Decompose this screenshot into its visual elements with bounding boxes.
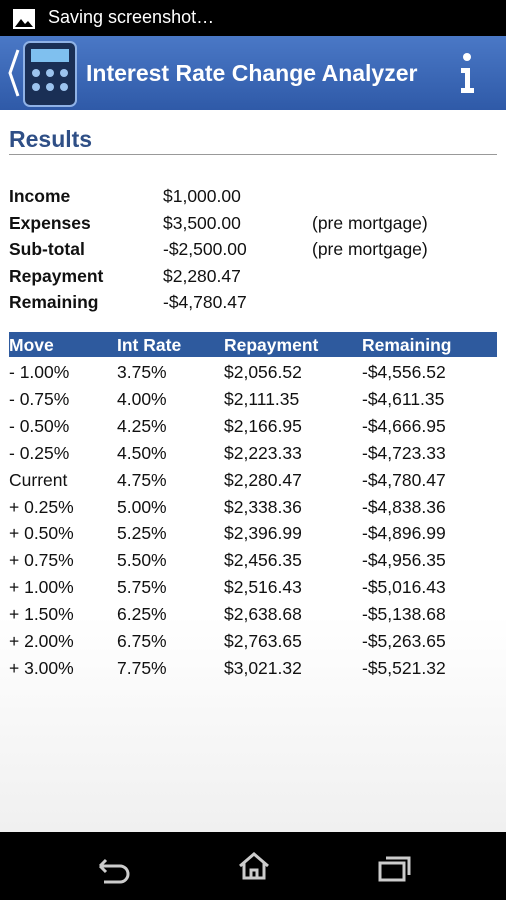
table-row: + 0.50% 5.25% $2,396.99 -$4,896.99 [0, 520, 506, 546]
summary-row: Income $1,000.00 [0, 183, 506, 209]
table-cell: - 1.00% [9, 362, 70, 382]
summary-label: Income [9, 186, 71, 206]
summary-value: $3,500.00 [163, 212, 241, 233]
summary-note: (pre mortgage) [312, 239, 428, 259]
summary-row: Expenses $3,500.00 (pre mortgage) [0, 210, 506, 236]
table-cell: 4.00% [117, 388, 167, 409]
table-cell: $2,166.95 [224, 415, 302, 436]
table-cell: + 0.25% [9, 496, 74, 517]
nav-bar [0, 832, 506, 900]
table-cell: 6.25% [117, 604, 167, 625]
summary-row: Repayment $2,280.47 [0, 263, 506, 289]
table-cell: $2,280.47 [224, 469, 302, 490]
table-cell: 5.25% [117, 523, 167, 544]
table-cell: 4.50% [117, 442, 167, 463]
table-cell: 6.75% [117, 631, 167, 651]
table-row: + 0.75% 5.50% $2,456.35 -$4,956.35 [0, 547, 506, 573]
summary-label: Remaining [9, 292, 99, 312]
table-cell: 3.75% [117, 362, 167, 382]
table-cell: 4.25% [117, 415, 167, 436]
table-cell: Current [9, 469, 68, 490]
recents-button[interactable] [378, 856, 411, 882]
table-cell: + 0.50% [9, 523, 74, 544]
table-cell: 5.50% [117, 550, 167, 571]
table-row: + 1.50% 6.25% $2,638.68 -$5,138.68 [0, 601, 506, 627]
gallery-icon [13, 9, 35, 29]
status-bar: Saving screenshot… [0, 0, 506, 36]
summary-value: -$4,780.47 [163, 292, 247, 312]
table-cell: + 2.00% [9, 631, 74, 651]
table-cell: $2,111.35 [224, 388, 300, 409]
table-cell: + 1.00% [9, 577, 74, 598]
column-header: Move [9, 335, 54, 355]
table-row: Current 4.75% $2,280.47 -$4,780.47 [0, 467, 506, 493]
table-header: Move Int Rate Repayment Remaining [9, 332, 497, 357]
column-header: Remaining [362, 335, 452, 355]
results-heading: Results [9, 126, 93, 152]
divider [9, 154, 497, 155]
table-row: - 0.75% 4.00% $2,111.35 -$4,611.35 [0, 386, 506, 412]
table-cell: $2,223.33 [224, 442, 302, 463]
summary-value: $1,000.00 [163, 186, 241, 206]
summary-value: -$2,500.00 [163, 239, 247, 259]
table-row: - 0.25% 4.50% $2,223.33 -$4,723.33 [0, 440, 506, 466]
summary-row: Remaining -$4,780.47 [0, 289, 506, 315]
home-button[interactable] [239, 852, 269, 880]
table-cell: -$4,896.99 [362, 523, 446, 544]
table-cell: -$4,611.35 [362, 388, 445, 409]
table-cell: -$5,521.32 [362, 657, 446, 678]
summary-value: $2,280.47 [163, 265, 241, 286]
table-cell: - 0.75% [9, 388, 70, 409]
table-row: + 1.00% 5.75% $2,516.43 -$5,016.43 [0, 574, 506, 600]
summary-row: Sub-total -$2,500.00 (pre mortgage) [0, 236, 506, 262]
table-cell: $2,456.35 [224, 550, 302, 571]
info-button[interactable] [456, 50, 480, 100]
summary-label: Expenses [9, 212, 91, 233]
table-row: + 3.00% 7.75% $3,021.32 -$5,521.32 [0, 655, 506, 681]
table-cell: -$4,666.95 [362, 415, 446, 436]
column-header: Int Rate [117, 335, 182, 355]
table-cell: -$4,556.52 [362, 362, 446, 382]
table-cell: $2,396.99 [224, 523, 302, 544]
table-cell: $2,638.68 [224, 604, 302, 625]
table-cell: 5.75% [117, 577, 167, 598]
app-bar: Interest Rate Change Analyzer [0, 36, 506, 110]
content: Results Move Int Rate Repayment Remaining I… [0, 110, 506, 832]
table-row: - 1.00% 3.75% $2,056.52 -$4,556.52 [0, 359, 506, 385]
app-title: Interest Rate Change Analyzer [86, 60, 418, 86]
table-cell: -$4,956.35 [362, 550, 446, 571]
table-row: + 0.25% 5.00% $2,338.36 -$4,838.36 [0, 494, 506, 520]
column-header: Repayment [224, 335, 319, 355]
back-button[interactable] [98, 858, 130, 884]
table-cell: -$5,138.68 [362, 604, 446, 625]
table-row: + 2.00% 6.75% $2,763.65 -$5,263.65 [0, 628, 506, 654]
table-cell: 4.75% [117, 469, 167, 490]
table-row: - 0.50% 4.25% $2,166.95 -$4,666.95 [0, 413, 506, 439]
table-cell: -$4,780.47 [362, 469, 446, 490]
table-cell: 5.00% [117, 496, 167, 517]
table-cell: -$4,838.36 [362, 496, 446, 517]
summary-note: (pre mortgage) [312, 212, 428, 233]
table-cell: -$5,016.43 [362, 577, 446, 598]
table-cell: $2,056.52 [224, 362, 302, 382]
table-cell: + 0.75% [9, 550, 74, 571]
app-icon[interactable] [0, 36, 80, 110]
table-cell: $3,021.32 [224, 657, 302, 678]
summary-label: Sub-total [9, 239, 85, 259]
table-cell: + 3.00% [9, 657, 74, 678]
table-cell: + 1.50% [9, 604, 74, 625]
table-cell: - 0.50% [9, 415, 70, 436]
summary-label: Repayment [9, 265, 104, 286]
table-cell: - 0.25% [9, 442, 70, 463]
table-cell: $2,516.43 [224, 577, 302, 598]
nav-buttons [98, 852, 411, 884]
table-cell: $2,338.36 [224, 496, 302, 517]
table-cell: -$4,723.33 [362, 442, 446, 463]
table-cell: -$5,263.65 [362, 631, 446, 651]
table-cell: $2,763.65 [224, 631, 302, 651]
status-text: Saving screenshot… [48, 7, 215, 27]
table-cell: 7.75% [117, 657, 167, 678]
